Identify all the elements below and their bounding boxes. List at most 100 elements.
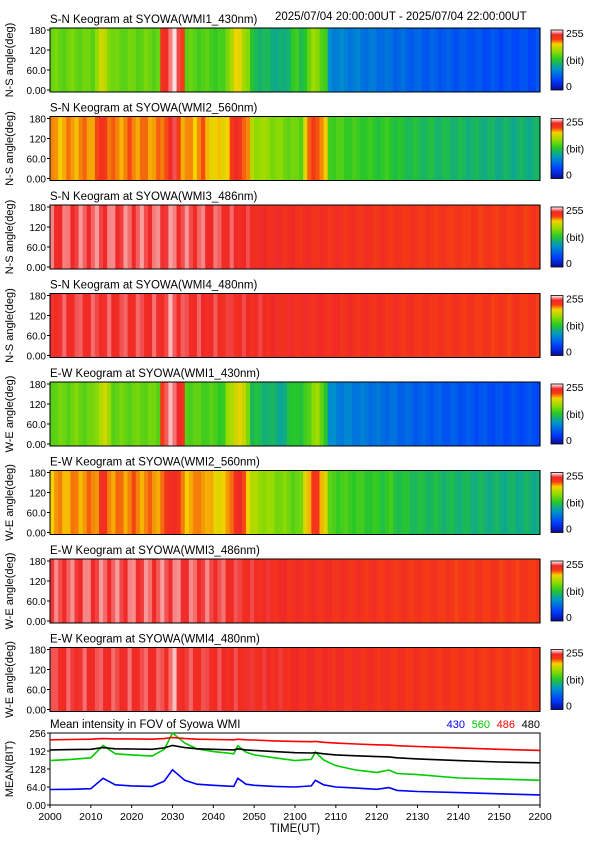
keogram-column <box>466 470 472 535</box>
keogram-column <box>454 116 459 181</box>
keogram-column <box>172 647 178 712</box>
keogram-column <box>474 205 480 269</box>
keogram-column <box>331 470 337 535</box>
keogram-column <box>103 293 108 358</box>
keogram-column <box>295 559 300 623</box>
keogram-column <box>352 205 357 269</box>
keogram-column <box>123 382 129 446</box>
keogram-column <box>527 28 533 92</box>
keogram-column <box>274 470 280 535</box>
keogram-column <box>156 116 161 181</box>
keogram-column <box>527 293 533 358</box>
keogram-column <box>409 647 415 712</box>
keogram-column <box>478 205 484 269</box>
keogram-column <box>172 382 178 446</box>
y-tick-label: 60.0 <box>27 686 47 697</box>
keogram-column <box>274 293 280 358</box>
keogram-column <box>50 28 55 92</box>
keogram-column <box>315 647 321 712</box>
keogram-column <box>474 559 480 623</box>
x-tick-label: 2010 <box>79 811 103 823</box>
keogram-column <box>188 470 194 535</box>
keogram-column <box>270 382 276 446</box>
keogram-column <box>86 559 92 623</box>
keogram-column <box>221 470 227 535</box>
keogram-column <box>78 559 84 623</box>
keogram-column <box>74 28 80 92</box>
keogram-column <box>127 647 133 712</box>
keogram-column <box>99 559 104 623</box>
keogram-column <box>433 559 439 623</box>
keogram-column <box>250 28 255 92</box>
keogram-column <box>139 470 145 535</box>
keogram-column <box>499 559 504 623</box>
keogram-column <box>376 28 382 92</box>
keogram-panel: E-W Keogram at SYOWA(WMI3_486nm) 180 120 60… <box>4 545 584 629</box>
keogram-column <box>184 647 190 712</box>
keogram-column <box>78 382 84 446</box>
keogram-column <box>262 28 268 92</box>
keogram-column <box>233 470 239 535</box>
keogram-column <box>254 28 259 92</box>
keogram-column <box>131 293 137 358</box>
keogram-column <box>135 28 141 92</box>
keogram-column <box>213 293 219 358</box>
keogram-column <box>515 116 521 181</box>
keogram-column <box>176 470 182 535</box>
keogram-column <box>503 382 508 446</box>
keogram-column <box>437 647 443 712</box>
keogram-column <box>401 116 406 181</box>
keogram-column <box>356 28 361 92</box>
keogram-panel: E-W Keogram at SYOWA(WMI2_560nm) 180 120 60… <box>4 457 584 541</box>
keogram-column <box>474 28 480 92</box>
keogram-column <box>188 28 194 92</box>
keogram-column <box>148 293 153 358</box>
keogram-column <box>246 116 251 181</box>
keogram-column <box>339 559 345 623</box>
keogram-column <box>401 647 406 712</box>
keogram-column <box>209 28 214 92</box>
keogram-column <box>229 205 235 269</box>
keogram-column <box>339 293 345 358</box>
keogram-column <box>258 470 263 535</box>
keogram-column <box>270 559 276 623</box>
colorbar-unit-label: (bit) <box>566 55 584 67</box>
y-tick-label: 0.00 <box>27 352 47 363</box>
keogram-column <box>466 647 472 712</box>
y-tick-label: 0.00 <box>27 801 47 812</box>
keogram-column <box>164 205 170 269</box>
keogram-column <box>319 28 325 92</box>
keogram-column <box>376 382 382 446</box>
keogram-column <box>286 647 292 712</box>
keogram-column <box>217 647 223 712</box>
keogram-column <box>274 28 280 92</box>
keogram-column <box>344 116 349 181</box>
keogram-column <box>86 116 92 181</box>
keogram-column <box>229 559 235 623</box>
keogram-column <box>446 28 451 92</box>
keogram-column <box>58 559 63 623</box>
keogram-column <box>462 559 468 623</box>
panel-title: S-N Keogram at SYOWA(WMI3_486nm) <box>50 191 257 203</box>
keogram-column <box>376 470 382 535</box>
keogram-column <box>511 28 517 92</box>
keogram-column <box>278 470 284 535</box>
keogram-column <box>311 293 317 358</box>
keogram-column <box>164 382 170 446</box>
keogram-column <box>535 293 541 358</box>
keogram-column <box>213 116 219 181</box>
keogram-column <box>295 293 300 358</box>
keogram-column <box>519 647 525 712</box>
keogram-column <box>437 28 443 92</box>
keogram-column <box>156 647 161 712</box>
y-tick-label: 64.0 <box>27 783 47 794</box>
keogram-column <box>180 647 186 712</box>
keogram-column <box>188 293 194 358</box>
colorbar-max-label: 255 <box>566 205 584 217</box>
keogram-column <box>470 205 476 269</box>
keogram-column <box>197 647 202 712</box>
keogram-column <box>82 647 88 712</box>
keogram-column <box>258 28 263 92</box>
y-tick-label: 256 <box>29 729 46 740</box>
keogram-column <box>315 205 321 269</box>
